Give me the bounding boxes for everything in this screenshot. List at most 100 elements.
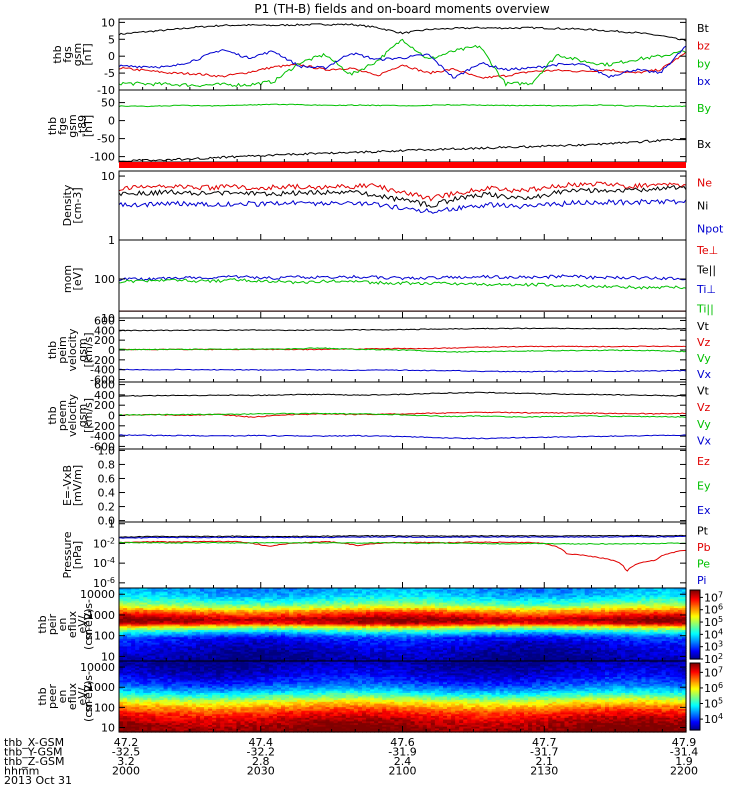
legend-by: by [697, 57, 711, 70]
panel-9: 10710610510410310210000100010010thbpeire… [36, 587, 723, 666]
x-row-value: 2000 [112, 765, 140, 778]
y-axis-label: (cm^2-s- [82, 599, 95, 650]
y-tick-label: 100 [94, 273, 115, 286]
y-tick-label: 10-6 [93, 576, 115, 590]
y-axis-label: gsm [71, 43, 84, 66]
x-row-value: 2100 [389, 765, 417, 778]
y-tick-label: -10 [97, 84, 115, 97]
y-tick-label: -200 [90, 420, 115, 433]
y-tick-label: 0 [108, 115, 115, 128]
series-Ni [118, 184, 687, 208]
y-tick-label: 10000 [80, 588, 115, 601]
y-tick-label: 1 [108, 518, 115, 531]
y-axis-label: [nT] [81, 43, 94, 65]
legend-By: By [697, 102, 712, 115]
y-axis-label: [mV/m] [71, 465, 84, 506]
y-axis-label: [km/s] [82, 398, 95, 433]
series-Npot [118, 198, 687, 214]
y-axis-label: peir [46, 613, 59, 635]
legend-Npot: Npot [697, 223, 724, 236]
y-tick-label: 10 [101, 16, 115, 29]
x-row-value: -31.7 [530, 746, 558, 759]
x-row-label: thb_X-GSM [4, 736, 64, 749]
y-tick-label: 50 [101, 97, 115, 110]
y-axis-label: velocity [66, 328, 79, 371]
legend-Bx: Bx [697, 138, 712, 151]
legend-Bt: Bt [697, 22, 710, 35]
y-axis-label: peem [56, 400, 69, 431]
panel-4: Te⊥ Te|| Ti⊥ Ti|| 100 10 mom[eV] [61, 239, 718, 325]
y-axis-label: velocity [66, 394, 79, 437]
y-tick-label: 400 [94, 324, 115, 337]
series-Pi [118, 535, 687, 539]
y-axis-label: mom [61, 265, 74, 293]
series-Ti|| [118, 278, 687, 290]
y-tick-label: -400 [90, 430, 115, 443]
series-Ne [118, 181, 687, 202]
panel-frame [118, 18, 687, 91]
y-axis-label: eV/ [76, 615, 89, 633]
legend-Ti⊥: Ti⊥ [696, 283, 716, 296]
x-row-value: 2200 [670, 765, 698, 778]
legend-Te||: Te|| [696, 263, 716, 276]
y-tick-label: 1.0 [98, 444, 116, 457]
y-axis-label: [km/s] [82, 332, 95, 367]
x-row-label: thb_Y-GSM [4, 746, 63, 759]
spectrogram-9 [119, 588, 687, 662]
y-axis-label: peer [46, 684, 59, 710]
y-tick-label: 10 [101, 312, 115, 325]
x-row-value: -31.4 [670, 746, 698, 759]
legend-Vy: Vy [697, 352, 711, 365]
y-axis-label: fge [56, 117, 69, 135]
legend-Ey: Ey [697, 480, 711, 493]
x-row-value: 2030 [247, 765, 275, 778]
y-axis-label: eflux [66, 682, 79, 710]
series-By [118, 103, 687, 108]
y-tick-label: 10 [101, 170, 115, 183]
y-tick-label: -200 [90, 354, 115, 367]
y-axis-label: [cm-3] [71, 187, 84, 223]
y-tick-label: 10 [101, 650, 115, 663]
legend-Vz: Vz [697, 401, 711, 414]
y-axis-label: thb [46, 117, 59, 135]
x-row-value: -31.9 [388, 746, 416, 759]
x-row-value: -32.5 [112, 746, 140, 759]
y-axis-label: gsm [66, 114, 79, 137]
x-row-value: 2.4 [394, 755, 412, 768]
y-tick-label: 0.0 [98, 515, 116, 528]
series-Vx [118, 434, 687, 440]
legend-Pt: Pt [697, 524, 709, 537]
colorbar-tick-label: 106 [704, 603, 723, 617]
panel-frame [118, 521, 687, 589]
y-axis-label: sr-eV) [82, 680, 95, 712]
y-tick-label: 0.4 [98, 487, 116, 500]
panels: Btbzbybx1050-5-10thbfgsgsm[nT]ByBx500-50… [36, 16, 724, 734]
x-axis-annotation: thb_X-GSM 47.2 47.4 47.6 47.7 47.9 thb_Y-GSM -3… [4, 736, 698, 787]
y-tick-label: 10 [101, 722, 115, 735]
x-row-value: 1.9 [675, 755, 693, 768]
legend-Pb: Pb [697, 541, 711, 554]
series-Vt [118, 327, 687, 332]
series-Pb [118, 540, 687, 572]
panel-8: Pt Pb Pe Pi 1 10-2 10-4 10-6 Pressure[nPa] [61, 518, 711, 590]
y-tick-label: 10000 [80, 661, 115, 674]
colorbar-tick-label: 104 [704, 712, 723, 726]
y-axis-label: en [56, 690, 69, 704]
legend-Vx: Vx [697, 368, 712, 381]
x-row-value: 47.6 [390, 736, 415, 749]
y-axis-label: peim [56, 336, 69, 364]
legend-Pe: Pe [697, 557, 710, 570]
series-Vy [118, 412, 687, 418]
y-tick-label: 1000 [87, 681, 115, 694]
series-bx [118, 45, 687, 79]
legend-Vt: Vt [697, 384, 710, 397]
colorbar-tick-label: 106 [704, 681, 723, 695]
y-axis-label: eflux [66, 610, 79, 638]
y-axis-label: sr-eV) [82, 608, 95, 640]
